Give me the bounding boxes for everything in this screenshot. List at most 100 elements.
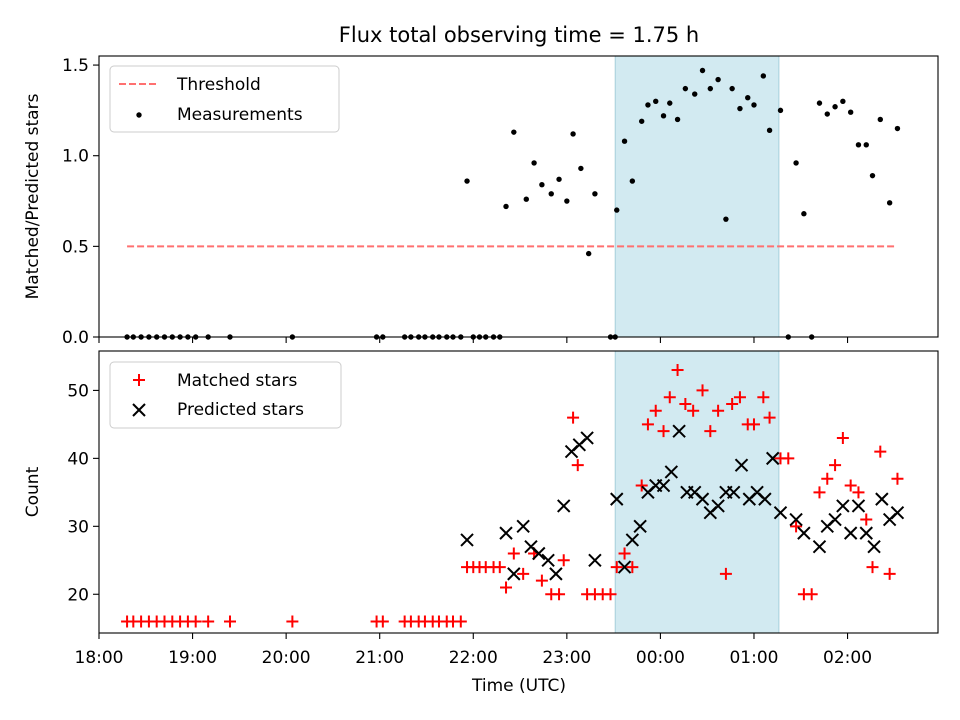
matched-star-point xyxy=(733,391,746,404)
measurement-point xyxy=(556,176,562,182)
measurement-point xyxy=(737,105,743,112)
x-tick-label: 21:00 xyxy=(355,648,404,668)
measurement-point xyxy=(824,111,830,117)
measurement-point xyxy=(511,129,517,135)
bottom-band xyxy=(614,350,780,634)
matched-star-point xyxy=(571,459,584,472)
x-tick-label: 19:00 xyxy=(168,648,217,668)
measurement-point xyxy=(751,102,757,108)
matched-star-point xyxy=(657,425,670,438)
matched-star-point xyxy=(507,547,520,560)
predicted-star-point xyxy=(460,533,474,547)
measurements-legend-swatch xyxy=(136,112,142,118)
measurement-point xyxy=(869,172,876,179)
bottom-marks xyxy=(121,364,905,628)
matched-star-point xyxy=(790,520,803,533)
measurement-point xyxy=(667,100,673,106)
matched-star-point xyxy=(704,425,717,438)
matched-star-point xyxy=(635,479,648,492)
matched-star-point xyxy=(726,398,739,411)
bottom-plot-frame xyxy=(98,350,939,634)
measurement-point xyxy=(578,165,584,172)
matched-star-point xyxy=(604,588,617,601)
measurement-point xyxy=(894,125,901,132)
predicted-star-point xyxy=(664,465,679,479)
predicted-star-point xyxy=(633,519,647,534)
bottom-legend-box xyxy=(109,361,342,429)
matched-star-point xyxy=(696,384,709,397)
predicted-legend-swatch xyxy=(132,403,146,417)
predicted-star-point xyxy=(836,499,850,513)
measurement-point xyxy=(548,191,554,197)
matched-star-point xyxy=(821,472,834,485)
matched-star-point xyxy=(663,391,676,404)
matched-star-point xyxy=(844,479,857,492)
measurement-point xyxy=(638,118,645,124)
matched-star-point xyxy=(610,561,623,574)
matched-star-point xyxy=(557,554,570,567)
predicted-star-point xyxy=(617,560,632,574)
threshold-legend-label: Threshold xyxy=(176,75,261,95)
measurement-point xyxy=(729,85,735,92)
measurement-point xyxy=(614,207,620,213)
measurement-point xyxy=(503,203,509,210)
predicted-star-point xyxy=(557,499,571,513)
measurement-point xyxy=(801,211,807,217)
matched-star-point xyxy=(553,588,566,601)
top-legend: Threshold Measurements xyxy=(109,65,340,133)
x-tick-label: 23:00 xyxy=(542,648,591,668)
matched-star-point xyxy=(493,561,506,574)
predicted-star-point xyxy=(711,499,725,513)
bottom-y-ticks: 20 30 40 50 xyxy=(67,381,99,605)
bottom-x-ticks: 18:00 19:00 20:00 21:00 22:00 23:00 00:00 01:00… xyxy=(75,633,872,668)
measurement-point xyxy=(777,107,784,114)
matched-star-point xyxy=(223,615,236,628)
measurement-point xyxy=(715,76,721,83)
matched-star-point xyxy=(883,567,896,580)
measurement-point xyxy=(832,104,838,110)
y-tick-label: 40 xyxy=(67,449,89,469)
measurement-point xyxy=(863,142,869,148)
matched-star-point xyxy=(649,404,662,417)
matched-star-point xyxy=(517,567,530,580)
predicted-star-point xyxy=(843,526,858,540)
matched-star-point xyxy=(763,411,776,424)
predicted-star-point xyxy=(797,526,811,540)
matched-star-point xyxy=(454,615,467,628)
y-tick-label: 50 xyxy=(67,381,89,401)
matched-star-point xyxy=(376,615,389,628)
predicted-star-point xyxy=(727,485,741,500)
y-tick-label: 20 xyxy=(67,585,89,605)
measurement-point xyxy=(877,116,883,123)
x-tick-label: 01:00 xyxy=(729,648,778,668)
predicted-star-point xyxy=(789,512,803,527)
measurement-point xyxy=(539,182,545,188)
measurement-point xyxy=(645,102,651,108)
top-band xyxy=(614,55,780,338)
measurement-point xyxy=(585,250,592,257)
matched-star-point xyxy=(866,561,879,574)
measurement-point xyxy=(707,85,714,92)
x-tick-label: 18:00 xyxy=(75,648,124,668)
matched-star-point xyxy=(286,615,299,628)
measurement-point xyxy=(653,98,659,105)
matched-star-point xyxy=(805,588,818,601)
matched-star-point xyxy=(891,472,904,485)
matched-star-point xyxy=(757,391,770,404)
predicted-star-point xyxy=(875,492,889,506)
predicted-star-point xyxy=(773,506,788,520)
measurement-point xyxy=(564,198,570,204)
matched-star-point xyxy=(782,452,795,465)
predicted-star-point xyxy=(851,499,866,513)
measurement-point xyxy=(621,138,628,144)
measurement-point xyxy=(464,178,470,184)
predicted-star-point xyxy=(656,478,671,493)
matched-star-point xyxy=(189,615,202,628)
x-tick-label: 00:00 xyxy=(636,648,685,668)
x-axis-label: Time (UTC) xyxy=(471,676,566,696)
top-y-ticks: 0.0 0.5 1.0 1.5 xyxy=(62,56,99,348)
matched-star-point xyxy=(500,581,513,594)
matched-star-point xyxy=(813,486,826,499)
measurement-point xyxy=(692,91,698,97)
matched-star-point xyxy=(874,445,887,458)
